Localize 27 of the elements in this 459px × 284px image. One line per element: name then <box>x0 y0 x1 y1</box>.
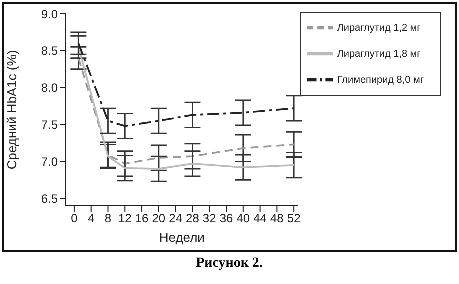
line-series <box>78 42 295 128</box>
x-tick-label: 44 <box>254 212 268 226</box>
x-tick-label: 4 <box>88 212 95 226</box>
x-tick-label: 40 <box>236 212 250 226</box>
x-tick-label: 48 <box>270 212 284 226</box>
x-tick-label: 12 <box>118 212 132 226</box>
x-tick-label: 24 <box>169 212 183 226</box>
x-tick-label: 32 <box>202 212 217 226</box>
x-axis-title: Недели <box>159 230 205 245</box>
y-tick-label: 7.5 <box>41 118 58 132</box>
legend-label: Лираглутид 1,2 мг <box>337 22 421 34</box>
legend-label: Глимепирид 8,0 мг <box>337 74 424 86</box>
x-tick-label: 0 <box>71 212 78 226</box>
x-tick-label: 52 <box>287 212 302 226</box>
y-tick-label: 7.0 <box>41 154 58 169</box>
legend-label: Лираглутид 1,8 мг <box>337 48 421 60</box>
x-tick-label: 8 <box>104 212 112 226</box>
x-tick-label: 36 <box>220 212 234 226</box>
x-tick-label: 16 <box>135 212 150 226</box>
text: Рисунок 2. <box>195 256 264 272</box>
y-tick-label: 8.5 <box>41 44 58 58</box>
x-tick-label: 28 <box>186 212 200 226</box>
y-tick-label: 8.0 <box>41 81 58 96</box>
x-tick-label: 20 <box>152 212 166 226</box>
y-axis-title: Средний HbA1c (%) <box>4 50 20 170</box>
y-tick-label: 6.5 <box>41 192 58 206</box>
y-tick-label: 9.0 <box>41 7 58 22</box>
